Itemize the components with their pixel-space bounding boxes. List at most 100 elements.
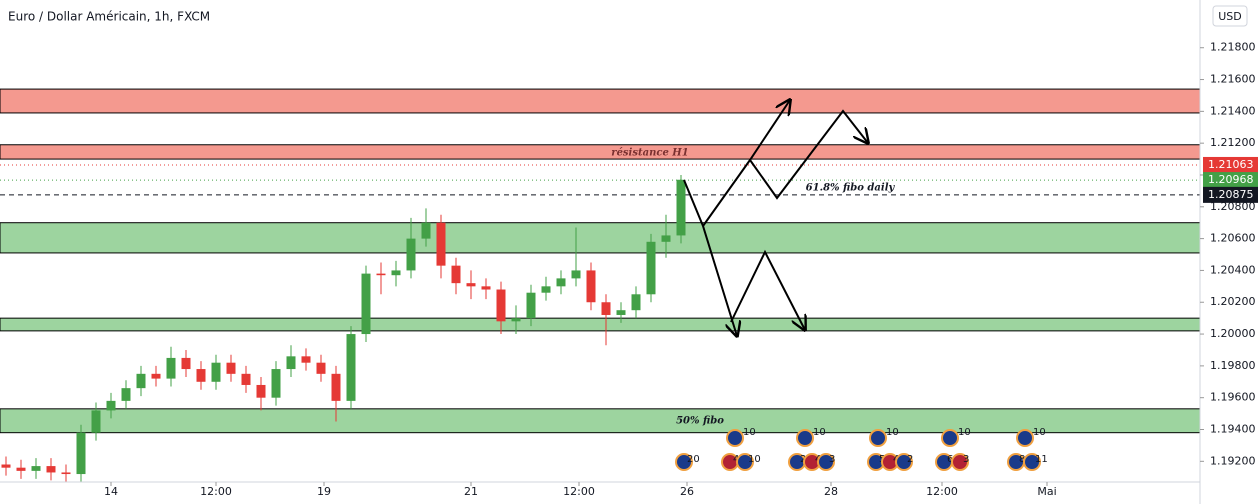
calendar-count: 10 <box>813 427 826 438</box>
candle-body <box>571 270 581 279</box>
calendar-icon <box>726 429 744 447</box>
x-tick-label: 12:00 <box>926 485 958 498</box>
arrow-up-retest <box>749 109 868 200</box>
candle-body <box>391 270 401 276</box>
annotation: 61.8% fibo daily <box>806 183 896 194</box>
calendar-icon <box>796 429 814 447</box>
x-tick-label: 12:00 <box>200 485 232 498</box>
calendar-icon <box>675 453 693 471</box>
arrow-down <box>683 179 737 336</box>
arrow-up <box>702 100 790 227</box>
y-tick-label: 1.19400 <box>1210 423 1256 436</box>
calendar-count: 10 <box>1033 427 1046 438</box>
calendar-icon <box>869 429 887 447</box>
y-tick-label: 1.21600 <box>1210 73 1256 86</box>
calendar-icon <box>736 453 754 471</box>
candle-body <box>136 373 146 389</box>
candle-body <box>631 294 641 311</box>
candle-body <box>286 356 296 370</box>
calendar-icon <box>1023 453 1041 471</box>
calendar-count: 3 <box>963 454 969 465</box>
candle-body <box>436 222 446 266</box>
candle-body <box>16 467 26 471</box>
candle-body <box>346 334 356 401</box>
x-tick-label: 14 <box>104 485 118 498</box>
candle-body <box>91 410 101 433</box>
zone <box>0 88 1201 114</box>
candle-body <box>616 310 626 315</box>
projection-arrows <box>683 100 868 336</box>
price-label-box <box>1203 186 1258 203</box>
x-tick-label: 28 <box>824 485 838 498</box>
calendar-icon <box>941 429 959 447</box>
calendar-count: 20 <box>687 454 700 465</box>
price-label: 1.21063 <box>1208 158 1254 171</box>
candle-body <box>271 369 281 398</box>
calendar-icon <box>1016 429 1034 447</box>
candle-body <box>316 362 326 374</box>
zone <box>0 144 1201 160</box>
chart-title: Euro / Dollar Américain, 1h, FXCM <box>8 10 210 24</box>
candle-body <box>661 235 671 242</box>
y-tick-label: 1.20800 <box>1210 200 1256 213</box>
calendar-count: 10 <box>748 454 761 465</box>
price-lines <box>0 164 1200 196</box>
candle-body <box>421 222 431 239</box>
candle-body <box>181 357 191 370</box>
calendar-count: 10 <box>886 427 899 438</box>
x-tick-label: 19 <box>317 485 331 498</box>
candle-body <box>226 362 236 374</box>
zone <box>0 317 1201 332</box>
candle-body <box>106 400 116 411</box>
candle-body <box>601 302 611 315</box>
y-tick-label: 1.20200 <box>1210 295 1256 308</box>
annotation: résistance H1 <box>611 148 688 159</box>
candle-body <box>331 373 341 401</box>
y-tick-label: 1.21800 <box>1210 41 1256 54</box>
calendar-count: 2 <box>907 454 913 465</box>
currency-label[interactable]: USD <box>1218 10 1242 23</box>
candle-body <box>676 179 686 236</box>
candle-body <box>556 278 566 287</box>
annotation: 50% fibo <box>676 416 724 427</box>
candle-body <box>646 241 656 295</box>
candle-body <box>211 362 221 382</box>
candle-body <box>466 283 476 287</box>
y-tick-label: 1.21200 <box>1210 136 1256 149</box>
calendar-icon <box>817 453 835 471</box>
currency-button[interactable] <box>1212 5 1248 27</box>
calendar-icon <box>951 453 969 471</box>
y-tick-label: 1.19800 <box>1210 359 1256 372</box>
candle-body <box>301 356 311 363</box>
candle-body <box>1 464 11 468</box>
candle-body <box>76 432 86 475</box>
calendar-count: 11 <box>1035 454 1048 465</box>
x-tick-label: 12:00 <box>563 485 595 498</box>
candle-body <box>586 270 596 303</box>
candle-body <box>451 265 461 284</box>
candle-body <box>526 292 536 319</box>
calendar-count: 3 <box>829 454 835 465</box>
candle-body <box>31 466 41 471</box>
candle-body <box>541 286 551 293</box>
calendar-count: 6 <box>947 454 953 465</box>
economic-calendar: 10101010102041024354263811 <box>675 427 1048 471</box>
price-label: 1.20968 <box>1208 173 1254 186</box>
candle-body <box>376 273 386 276</box>
zone <box>0 222 1201 254</box>
candle-body <box>256 384 266 398</box>
calendar-count: 4 <box>733 454 739 465</box>
y-tick-label: 1.19600 <box>1210 391 1256 404</box>
x-tick-label: 21 <box>464 485 478 498</box>
candle-body <box>496 289 506 322</box>
calendar-count: 10 <box>958 427 971 438</box>
y-tick-label: 1.20400 <box>1210 263 1256 276</box>
x-tick-label: Mai <box>1037 485 1056 498</box>
candle-body <box>241 373 251 385</box>
candle-body <box>46 466 56 473</box>
y-tick-label: 1.20600 <box>1210 232 1256 245</box>
candle-body <box>361 273 371 335</box>
price-label-box <box>1203 156 1258 173</box>
candle-body <box>481 286 491 290</box>
